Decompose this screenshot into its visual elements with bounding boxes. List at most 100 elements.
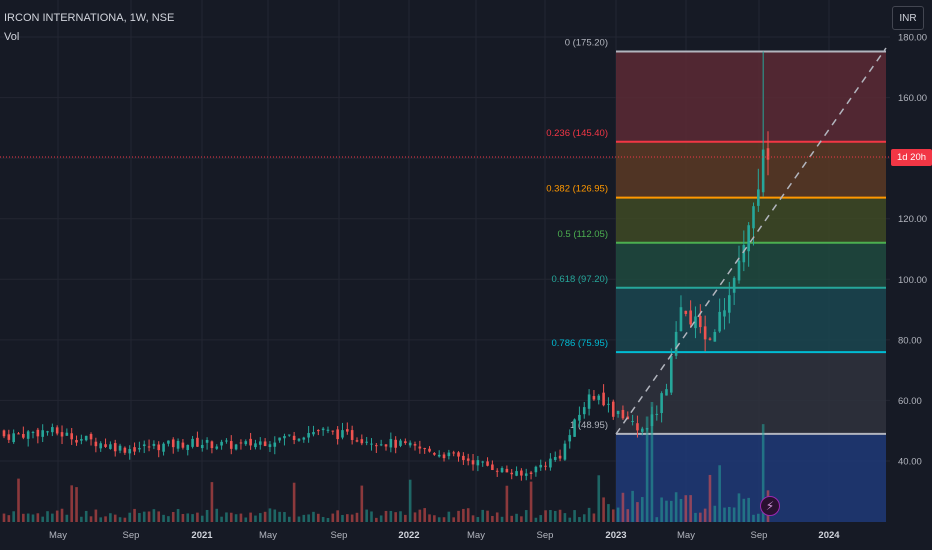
candle-body bbox=[254, 443, 257, 448]
fib-zone bbox=[616, 242, 886, 288]
volume-bar bbox=[505, 485, 509, 522]
volume-bar bbox=[89, 516, 93, 522]
fib-zone bbox=[616, 51, 886, 142]
volume-bar bbox=[244, 517, 248, 522]
candle-body bbox=[22, 434, 25, 438]
candle-body bbox=[113, 443, 117, 452]
volume-bar bbox=[515, 513, 518, 522]
candle-body bbox=[123, 447, 127, 453]
symbol-title[interactable]: IRCON INTERNATIONA, 1W, NSE bbox=[4, 12, 175, 24]
candle-body bbox=[761, 149, 765, 193]
lightning-bolt-icon[interactable]: ⚡ bbox=[760, 496, 780, 516]
candle-body bbox=[616, 410, 620, 415]
volume-bar bbox=[486, 510, 489, 522]
fib-zone bbox=[616, 287, 886, 353]
volume-bar bbox=[466, 508, 470, 522]
volume-bar bbox=[297, 516, 301, 522]
fib-trend-line[interactable] bbox=[615, 47, 887, 435]
candle-body bbox=[404, 441, 407, 444]
volume-bar bbox=[379, 515, 383, 522]
volume-bar bbox=[689, 495, 692, 522]
candle-body bbox=[12, 433, 15, 443]
candle-body bbox=[321, 428, 325, 431]
candle-body bbox=[17, 433, 20, 435]
candle-body bbox=[181, 442, 185, 448]
candle-body bbox=[587, 394, 591, 409]
volume-bar bbox=[626, 509, 630, 522]
candle-body bbox=[60, 432, 64, 437]
candle-body bbox=[544, 465, 547, 467]
candle-body bbox=[636, 423, 639, 431]
volume-bar bbox=[636, 502, 639, 522]
volume-bar bbox=[99, 517, 103, 522]
volume-bar bbox=[437, 517, 441, 522]
candle-body bbox=[563, 443, 567, 460]
volume-bar bbox=[408, 479, 412, 522]
volume-bar bbox=[640, 497, 644, 522]
candle-body bbox=[553, 457, 557, 460]
candle-body bbox=[699, 316, 702, 328]
volume-bar bbox=[471, 515, 475, 522]
volume-bar bbox=[152, 509, 156, 522]
candle-body bbox=[708, 338, 712, 340]
candle-body bbox=[529, 472, 533, 474]
volume-bar bbox=[404, 514, 407, 522]
time-tick-label: Sep bbox=[123, 530, 140, 541]
price-axis[interactable]: 180.00160.00140.00120.00100.0080.0060.00… bbox=[898, 33, 927, 468]
fib-level-label: 0.5 (112.05) bbox=[557, 229, 608, 240]
volume-bar bbox=[660, 497, 663, 522]
candle-body bbox=[495, 470, 499, 472]
volume-bar bbox=[539, 515, 543, 522]
candle-body bbox=[186, 444, 190, 451]
volume-bar bbox=[703, 508, 707, 522]
volume-bar bbox=[287, 516, 291, 522]
fibonacci-retracement[interactable]: 0 (175.20) 0.236 (145.40) 0.382 (126.95) 0.… bbox=[546, 38, 886, 522]
candle-body bbox=[558, 455, 562, 459]
currency-button[interactable]: INR bbox=[892, 6, 924, 30]
candle-body bbox=[167, 440, 170, 444]
volume-bar bbox=[650, 402, 654, 522]
volume-bar bbox=[346, 514, 349, 522]
candle-body bbox=[51, 427, 54, 433]
candle-body bbox=[718, 311, 721, 332]
time-tick-label: May bbox=[49, 530, 67, 541]
volume-bar bbox=[699, 512, 702, 522]
volume-bar bbox=[46, 511, 49, 522]
volume-bar bbox=[728, 506, 731, 522]
price-tick-label: 160.00 bbox=[898, 93, 927, 104]
candle-body bbox=[171, 439, 175, 448]
candle-body bbox=[728, 295, 731, 313]
candle-body bbox=[278, 437, 281, 441]
time-axis[interactable]: May Sep 2021 May Sep 2022 May Sep 2023 May Sep 2024 bbox=[49, 530, 840, 541]
volume-bar bbox=[2, 513, 6, 522]
volume-bar bbox=[742, 498, 746, 522]
candle-body bbox=[205, 439, 209, 443]
volume-bar bbox=[210, 482, 214, 522]
volume-bar bbox=[36, 513, 40, 522]
time-tick-label: 2024 bbox=[818, 530, 840, 541]
candle-body bbox=[611, 401, 615, 417]
volume-bar bbox=[273, 509, 277, 522]
volume-bar bbox=[234, 514, 238, 522]
price-tick-label: 80.00 bbox=[898, 335, 922, 346]
volume-indicator-label[interactable]: Vol bbox=[4, 31, 20, 43]
candle-body bbox=[297, 438, 301, 441]
candle-body bbox=[302, 437, 306, 440]
volume-bar bbox=[355, 512, 359, 522]
candle-body bbox=[336, 429, 339, 440]
volume-bar bbox=[718, 465, 721, 522]
candle-body bbox=[138, 447, 141, 450]
candle-body bbox=[268, 444, 272, 448]
candle-body bbox=[94, 441, 98, 447]
candle-body bbox=[394, 439, 397, 448]
volume-bar bbox=[196, 512, 199, 522]
volume-bar bbox=[258, 513, 262, 522]
volume-bar bbox=[326, 517, 330, 522]
candle-body bbox=[147, 446, 151, 448]
candle-body bbox=[481, 461, 485, 463]
volume-bar bbox=[181, 513, 185, 522]
volume-bar bbox=[75, 487, 78, 522]
volume-bar bbox=[544, 510, 547, 522]
candle-body bbox=[684, 310, 688, 314]
